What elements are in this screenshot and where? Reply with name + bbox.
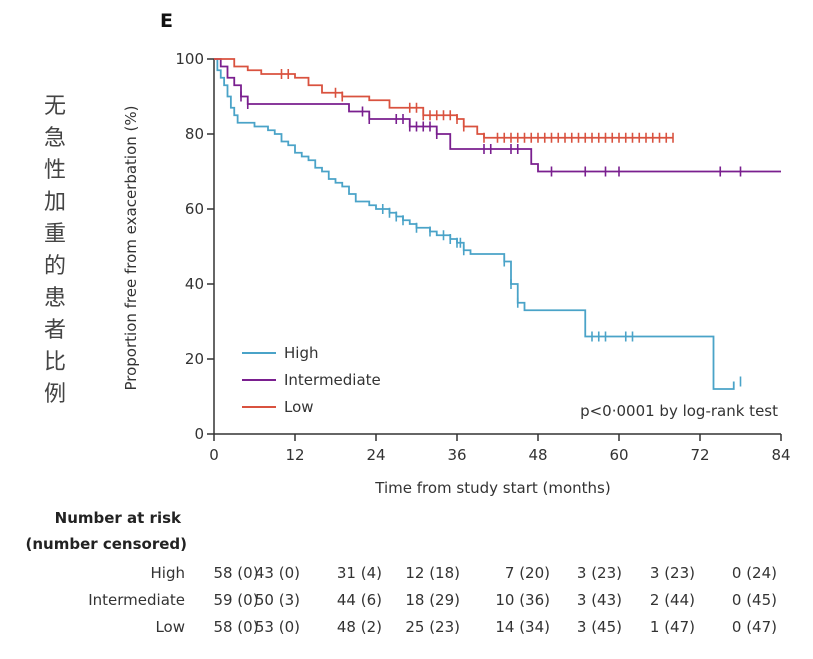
x-tick-label: 84 <box>771 446 790 464</box>
x-tick-label: 72 <box>690 446 709 464</box>
panel-label: E <box>160 10 173 32</box>
risk-table-subtitle: (number censored) <box>25 535 187 553</box>
side-annotation-char: 者 <box>44 318 66 343</box>
y-axis-label: Proportion free from exacerbation (%) <box>122 105 140 390</box>
legend-label: Low <box>284 398 314 416</box>
risk-cell: 58 (0) <box>213 564 258 582</box>
y-tick-label: 80 <box>185 125 204 143</box>
risk-cell: 0 (24) <box>732 564 777 582</box>
side-annotation-char: 急 <box>44 126 66 151</box>
y-tick-label: 100 <box>175 50 204 68</box>
y-tick-label: 60 <box>185 200 204 218</box>
legend-label: Intermediate <box>284 371 381 389</box>
risk-cell: 0 (45) <box>732 591 777 609</box>
side-annotation-char: 性 <box>44 158 66 183</box>
risk-row-label: Low <box>155 618 185 636</box>
risk-cell: 58 (0) <box>213 618 258 636</box>
legend: High Intermediate Low <box>242 344 381 416</box>
risk-cell: 44 (6) <box>337 591 382 609</box>
series-intermediate <box>214 58 781 177</box>
risk-table-title: Number at risk <box>55 509 182 527</box>
series-low <box>214 58 674 143</box>
risk-cell: 3 (23) <box>650 564 695 582</box>
risk-cell: 59 (0) <box>213 591 258 609</box>
risk-cell: 7 (20) <box>505 564 550 582</box>
y-tick-label: 0 <box>194 425 204 443</box>
risk-cell: 14 (34) <box>495 618 550 636</box>
x-tick-label: 36 <box>447 446 466 464</box>
side-annotation-char: 例 <box>44 382 66 407</box>
risk-cell: 48 (2) <box>337 618 382 636</box>
series-high <box>214 58 742 390</box>
y-tick-label: 20 <box>185 350 204 368</box>
risk-cell: 3 (43) <box>577 591 622 609</box>
risk-cell: 3 (45) <box>577 618 622 636</box>
axes: 0 12 24 36 48 60 72 84 0 20 40 60 80 100 <box>175 50 790 464</box>
risk-cell: 10 (36) <box>495 591 550 609</box>
risk-cell: 2 (44) <box>650 591 695 609</box>
risk-cell: 0 (47) <box>732 618 777 636</box>
x-tick-label: 48 <box>528 446 547 464</box>
risk-row-label: Intermediate <box>88 591 185 609</box>
risk-cell: 25 (23) <box>405 618 460 636</box>
risk-cell: 3 (23) <box>577 564 622 582</box>
series-layer <box>214 58 781 390</box>
p-value-annotation: p<0·0001 by log-rank test <box>580 402 778 420</box>
x-tick-label: 60 <box>609 446 628 464</box>
x-tick-label: 24 <box>366 446 385 464</box>
survival-curve-high <box>214 58 735 390</box>
risk-cell: 18 (29) <box>405 591 460 609</box>
x-tick-label: 0 <box>209 446 219 464</box>
risk-table: Number at risk (number censored) High 58 (0… <box>25 509 777 636</box>
risk-row-label: High <box>151 564 185 582</box>
side-annotation-char: 患 <box>44 286 66 311</box>
side-annotation-char: 的 <box>44 254 66 279</box>
risk-cell: 43 (0) <box>255 564 300 582</box>
risk-cell: 12 (18) <box>405 564 460 582</box>
risk-cell: 1 (47) <box>650 618 695 636</box>
risk-cell: 31 (4) <box>337 564 382 582</box>
survival-curve-low <box>214 58 673 139</box>
risk-cell: 53 (0) <box>255 618 300 636</box>
legend-label: High <box>284 344 318 362</box>
risk-cell: 50 (3) <box>255 591 300 609</box>
side-annotation-char: 无 <box>44 94 66 119</box>
side-annotation-char: 比 <box>44 350 66 375</box>
survival-curve-intermediate <box>214 58 781 173</box>
x-tick-label: 12 <box>285 446 304 464</box>
side-annotation-char: 重 <box>44 222 66 247</box>
side-annotation-char: 加 <box>44 190 66 215</box>
y-tick-label: 40 <box>185 275 204 293</box>
x-axis-label: Time from study start (months) <box>374 479 610 497</box>
